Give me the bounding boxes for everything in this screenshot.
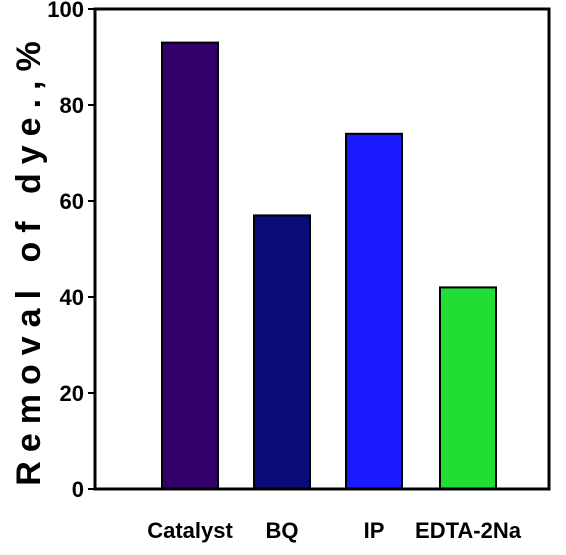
x-category-label: IP <box>364 518 385 543</box>
y-tick-label: 40 <box>60 285 84 310</box>
plot-frame <box>93 7 551 491</box>
bar-catalyst <box>161 41 219 490</box>
x-category-label: BQ <box>266 518 299 543</box>
y-axis-ticks: 0 20 40 60 80 100 <box>47 0 95 502</box>
y-axis-title: Removal of dye.,% <box>10 32 48 485</box>
bars <box>161 41 497 491</box>
y-tick-label: 100 <box>47 0 84 22</box>
y-tick-label: 80 <box>60 93 84 118</box>
y-tick-label: 0 <box>72 477 84 502</box>
y-tick-label: 20 <box>60 381 84 406</box>
bar-bq <box>253 214 311 490</box>
x-category-label: EDTA-2Na <box>415 518 522 543</box>
x-axis-category-labels: Catalyst BQ IP EDTA-2Na <box>147 518 522 543</box>
bar-ip <box>345 132 403 491</box>
y-tick-label: 60 <box>60 189 84 214</box>
bar-edta-2na <box>439 286 497 490</box>
x-category-label: Catalyst <box>147 518 233 543</box>
